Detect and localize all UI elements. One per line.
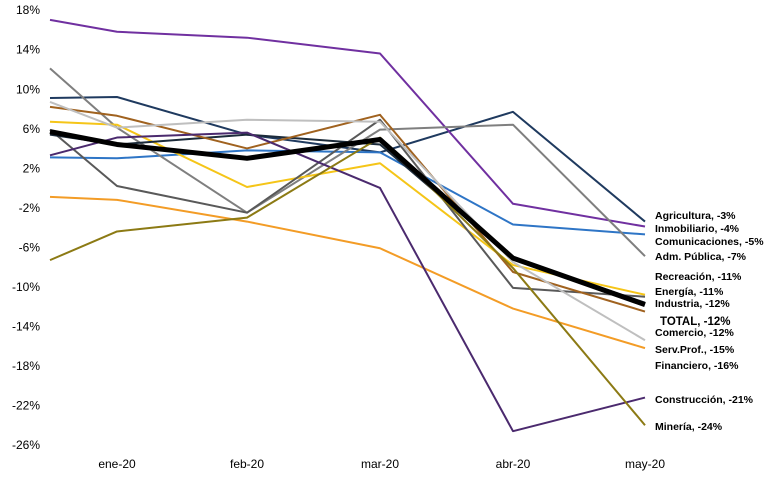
series-line: [49, 67, 646, 257]
legend-label: Adm. Pública, -7%: [655, 251, 747, 263]
x-tick-label: may-20: [625, 457, 665, 471]
series-line: [49, 195, 646, 350]
legend-label: Comercio, -12%: [655, 327, 734, 339]
legend-label: Energía, -11%: [655, 286, 724, 298]
series-line: [49, 101, 646, 342]
y-tick-label: -6%: [19, 240, 41, 254]
x-tick-label: ene-20: [98, 457, 136, 471]
y-tick-label: -14%: [12, 320, 40, 334]
series-line: [49, 118, 646, 298]
series-line: [49, 149, 646, 236]
y-tick-label: 10%: [16, 82, 40, 96]
legend-label: Inmobiliario, -4%: [655, 223, 740, 235]
legend-label: Industria, -12%: [655, 298, 730, 310]
y-tick-label: 2%: [23, 161, 41, 175]
y-tick-label: -18%: [12, 359, 40, 373]
y-tick-label: 14%: [16, 43, 40, 57]
legend-label: Serv.Prof., -15%: [655, 344, 735, 356]
series-line: [49, 136, 646, 426]
legend-label: TOTAL, -12%: [660, 316, 731, 328]
series-line: [49, 131, 646, 433]
series-line: [49, 18, 646, 228]
y-tick-label: -10%: [12, 280, 40, 294]
series-line: [49, 96, 646, 223]
series-line: [49, 133, 646, 304]
x-tick-label: mar-20: [361, 457, 399, 471]
x-tick-label: feb-20: [230, 457, 264, 471]
series-line: [49, 105, 646, 313]
series-line: [49, 129, 646, 307]
legend-label: Construcción, -21%: [655, 394, 754, 406]
y-tick-label: -26%: [12, 438, 40, 452]
y-tick-label: -22%: [12, 399, 40, 413]
y-tick-label: 18%: [16, 3, 40, 17]
legend-label: Minería, -24%: [655, 421, 723, 433]
legend-label: Comunicaciones, -5%: [655, 236, 764, 248]
y-tick-label: 6%: [23, 122, 41, 136]
legend-label: Recreación, -11%: [655, 271, 742, 283]
legend-label: Financiero, -16%: [655, 360, 739, 372]
y-tick-label: -2%: [19, 201, 41, 215]
x-tick-label: abr-20: [496, 457, 531, 471]
legend-label: Agricultura, -3%: [655, 210, 736, 222]
